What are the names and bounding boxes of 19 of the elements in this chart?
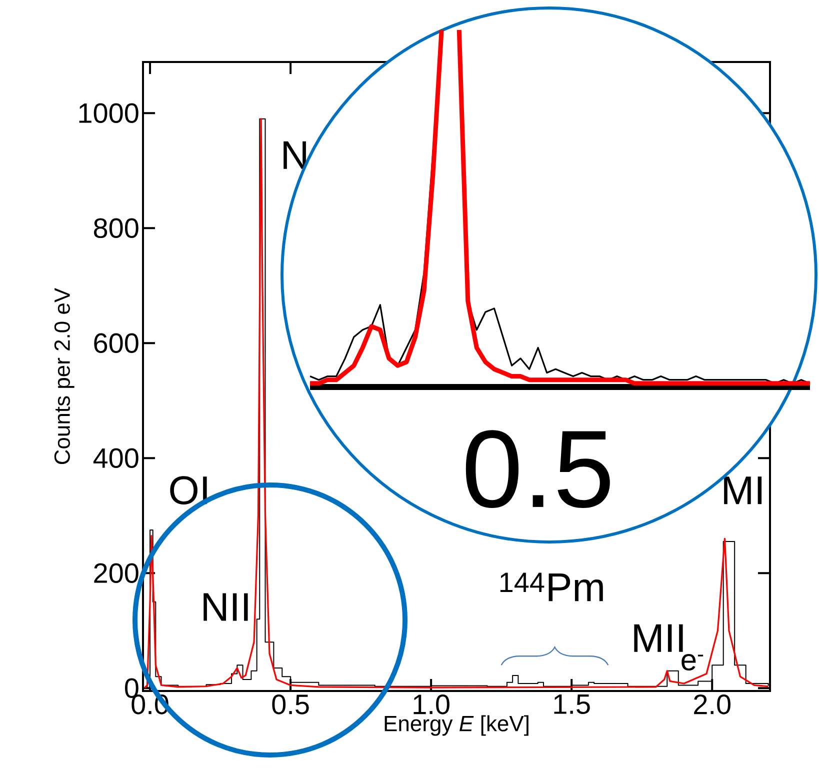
annotation: MII <box>634 624 683 652</box>
y-tick-label: 1000 <box>79 103 138 124</box>
annotation: NII <box>204 593 248 621</box>
annotation: N <box>284 141 306 169</box>
x-tick-label: 1.5 <box>554 694 590 714</box>
x-tick-label: 1.0 <box>414 694 450 714</box>
y-tick-label: 400 <box>93 448 138 468</box>
x-tick-label: 2.0 <box>694 694 730 714</box>
annotation: OI <box>170 476 207 504</box>
annotation: MI <box>724 476 762 504</box>
y-tick-label: 600 <box>94 333 138 354</box>
annotation: $^{144}$Pm <box>500 572 603 602</box>
annotation: 0.5 <box>466 430 610 508</box>
y-axis-title: Counts per 2.0 eV <box>54 288 74 464</box>
x-axis-title: Energy E [keV] <box>384 715 528 736</box>
y-tick-label: 800 <box>94 218 138 238</box>
x-tick-label: 0.5 <box>272 694 309 714</box>
y-tick-label: 200 <box>94 563 138 584</box>
annotation: e$^{-}$ <box>682 654 704 670</box>
